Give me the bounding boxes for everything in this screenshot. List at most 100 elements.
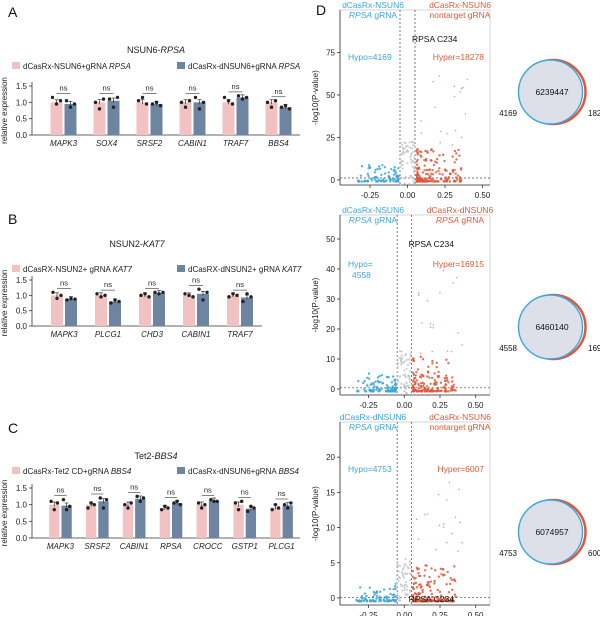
y-tick-label: 30 [326, 295, 335, 304]
hyper-point [458, 176, 462, 179]
condition-label-left: RPSA gRNA [349, 422, 398, 432]
data-point [187, 293, 191, 298]
hypo-point [392, 173, 396, 176]
hyper-point [451, 144, 454, 146]
ns-point [403, 373, 406, 376]
ns-point [406, 385, 409, 388]
hypo-point [390, 381, 394, 384]
hyper-point [412, 359, 416, 363]
bar [282, 505, 293, 538]
data-point [107, 97, 112, 101]
hyper-point [440, 389, 443, 393]
data-point [249, 504, 253, 509]
ns-point [400, 358, 403, 361]
x-tick-label: 0.00 [400, 191, 416, 200]
hyper-point [435, 361, 439, 364]
y-tick-label: 20 [326, 453, 335, 462]
hyper-point [421, 358, 425, 361]
hyper-point [439, 594, 443, 597]
y-tick-label: 5 [331, 559, 336, 568]
ns-point [398, 595, 401, 598]
hyper-point [433, 379, 437, 382]
data-point [153, 290, 157, 294]
hyper-point [438, 390, 441, 393]
hyper-point [411, 371, 415, 375]
data-point [240, 97, 245, 101]
hyper-point [424, 513, 426, 516]
hyper-point [411, 384, 415, 387]
bar [93, 102, 106, 135]
hypo-point [375, 388, 378, 392]
ns-point [401, 568, 404, 571]
hyper-point [440, 573, 443, 576]
hyper-point [453, 593, 457, 596]
hyper-point [442, 574, 445, 577]
ns-point [409, 579, 412, 582]
hyper-point [422, 180, 426, 183]
chart-title: NSUN2-KAT7 [109, 239, 165, 249]
hypo-point [365, 594, 368, 598]
data-point [158, 103, 163, 108]
hyper-point [439, 567, 443, 570]
hypo-point [384, 390, 388, 393]
y-tick-label: 0 [331, 594, 336, 603]
y-tick-label: 10 [326, 355, 335, 364]
x-tick-label: 0.25 [432, 401, 448, 410]
venn-circle-hypo [517, 59, 584, 125]
x-tick-label: 0.50 [468, 611, 484, 616]
data-point [147, 295, 151, 299]
y-tick-label: 50 [326, 91, 335, 100]
hypo-point [367, 372, 371, 375]
hyper-point [439, 141, 441, 144]
data-point [99, 295, 103, 299]
hyper-point [433, 582, 436, 585]
ns-point [405, 581, 408, 584]
hyper-point [420, 179, 424, 183]
hyper-point [421, 588, 424, 592]
legend-label: dCasRX-NSUN2+ gRNA KAT7 [23, 265, 133, 274]
venn-circle-hypo [517, 294, 584, 360]
hypo-point [380, 374, 384, 377]
condition-label-right: dCasRx-dNSUN6 [427, 205, 494, 215]
hyper-point [420, 390, 423, 393]
condition-label-left: RPSA gRNA [349, 215, 398, 225]
hyper-point [464, 113, 467, 115]
ns-point [409, 572, 412, 575]
data-point [265, 100, 270, 105]
hypo-point [369, 390, 372, 393]
hypo-point [360, 600, 363, 603]
hyper-point [453, 565, 456, 568]
bar [135, 498, 146, 538]
data-point [136, 99, 141, 103]
data-point [183, 105, 188, 109]
hypo-point [368, 586, 371, 589]
ns-point [410, 141, 413, 144]
hyper-point [442, 269, 445, 272]
hyper-point [430, 376, 434, 380]
data-point [166, 506, 170, 510]
hyper-point [453, 85, 456, 88]
hyper-point [434, 106, 436, 109]
venn-diagrams: 6239447 4169 18278 6460140 4558 16915 6074957 4… [499, 58, 600, 566]
hyper-point [418, 574, 422, 578]
hyper-point [416, 568, 419, 571]
hyper-point [456, 174, 460, 177]
condition-label-left: dCasRx-NSUN6 [342, 0, 404, 10]
hyper-point [417, 571, 420, 575]
data-point [236, 507, 241, 512]
hyper-point [444, 374, 448, 377]
ns-point [399, 375, 402, 378]
ns-point [408, 182, 411, 185]
ns-point [396, 371, 399, 374]
hypo-point [385, 384, 389, 387]
hyper-point [419, 154, 422, 157]
hyper-point [423, 574, 426, 577]
hypo-point [359, 174, 363, 177]
hyper-point [421, 171, 425, 174]
hyper-point [433, 600, 437, 603]
data-point [289, 501, 293, 505]
y-tick-label: 15 [326, 488, 335, 497]
hyper-point [444, 178, 448, 181]
ns-point [409, 155, 412, 158]
